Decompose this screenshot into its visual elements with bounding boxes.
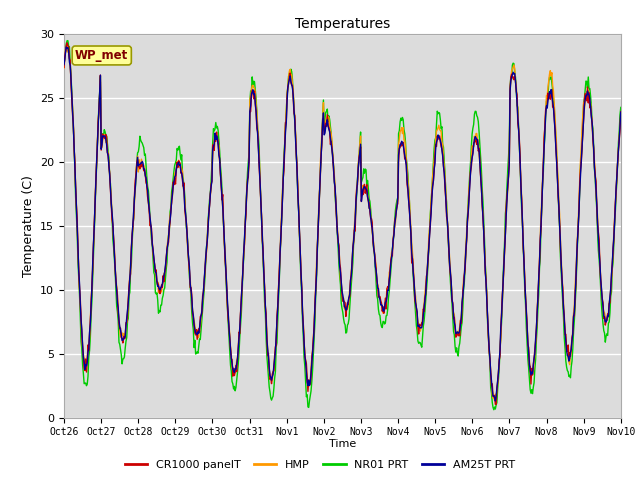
CR1000 panelT: [185, 259, 193, 264]
CR1000 panelT: [411, 297, 419, 303]
HMP: [411, 288, 419, 294]
Line: HMP: HMP: [64, 45, 621, 400]
NR01 PRT: [64, 38, 72, 44]
CR1000 panelT: [214, 139, 222, 144]
Line: CR1000 panelT: CR1000 panelT: [64, 43, 621, 404]
AM25T PRT: [617, 109, 625, 115]
CR1000 panelT: [428, 207, 435, 213]
Line: AM25T PRT: AM25T PRT: [64, 47, 621, 401]
NR01 PRT: [128, 240, 136, 246]
HMP: [63, 42, 71, 48]
AM25T PRT: [128, 233, 136, 239]
CR1000 panelT: [492, 401, 500, 407]
HMP: [185, 257, 193, 263]
AM25T PRT: [428, 211, 435, 216]
NR01 PRT: [214, 127, 222, 133]
AM25T PRT: [60, 62, 68, 68]
HMP: [617, 114, 625, 120]
Line: NR01 PRT: NR01 PRT: [64, 41, 621, 410]
AM25T PRT: [492, 398, 499, 404]
AM25T PRT: [411, 290, 419, 296]
Title: Temperatures: Temperatures: [295, 17, 390, 31]
HMP: [60, 65, 68, 71]
NR01 PRT: [185, 261, 193, 267]
NR01 PRT: [428, 200, 435, 206]
HMP: [428, 199, 435, 204]
X-axis label: Time: Time: [329, 439, 356, 449]
CR1000 panelT: [60, 64, 68, 70]
NR01 PRT: [71, 168, 79, 174]
Text: WP_met: WP_met: [75, 49, 129, 62]
AM25T PRT: [214, 142, 222, 148]
Legend: CR1000 panelT, HMP, NR01 PRT, AM25T PRT: CR1000 panelT, HMP, NR01 PRT, AM25T PRT: [120, 456, 520, 474]
NR01 PRT: [490, 407, 498, 413]
Y-axis label: Temperature (C): Temperature (C): [22, 175, 35, 276]
CR1000 panelT: [71, 159, 79, 165]
CR1000 panelT: [617, 109, 625, 115]
CR1000 panelT: [63, 40, 71, 46]
AM25T PRT: [63, 44, 70, 50]
NR01 PRT: [60, 61, 68, 67]
CR1000 panelT: [128, 231, 136, 237]
NR01 PRT: [617, 105, 625, 110]
HMP: [214, 141, 222, 147]
HMP: [128, 235, 136, 240]
HMP: [491, 397, 499, 403]
AM25T PRT: [71, 163, 79, 168]
HMP: [71, 160, 79, 166]
AM25T PRT: [185, 256, 193, 262]
NR01 PRT: [411, 299, 419, 304]
